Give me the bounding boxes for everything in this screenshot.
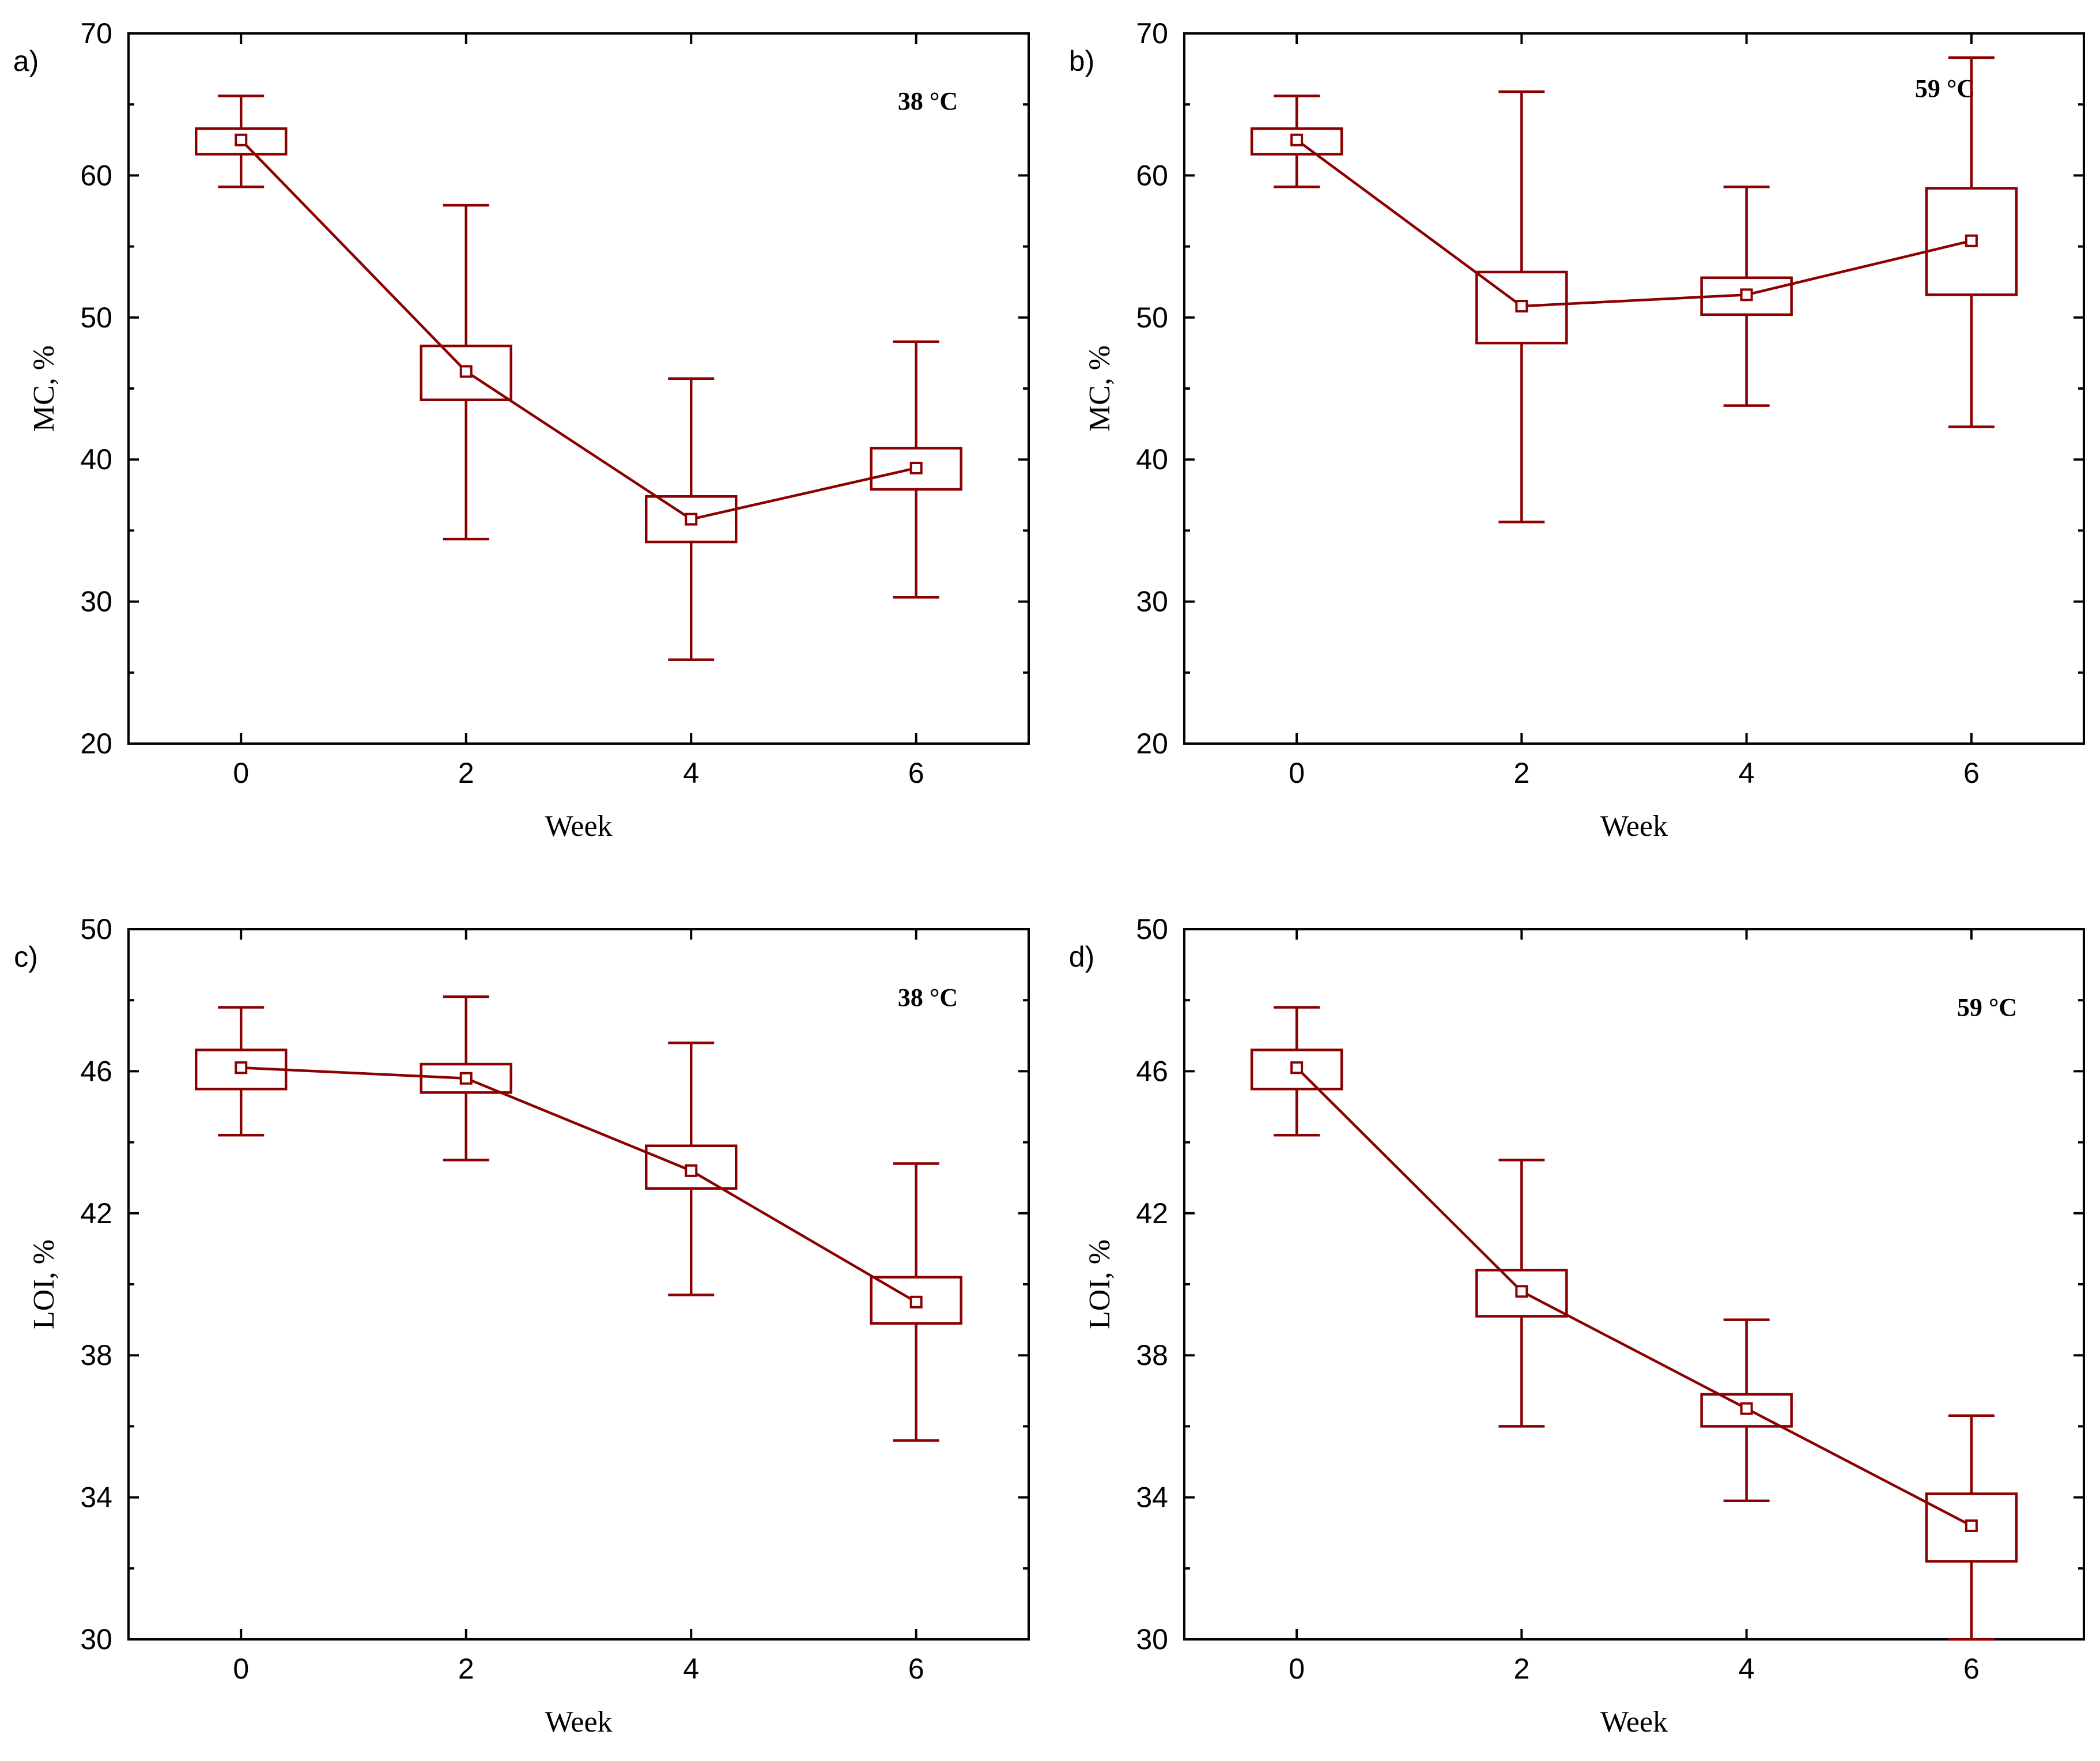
y-tick-label: 50 xyxy=(1136,301,1168,334)
y-tick-label: 34 xyxy=(80,1481,112,1514)
x-tick-label: 0 xyxy=(1289,1653,1305,1685)
mean-point xyxy=(235,1061,248,1074)
x-tick-label: 4 xyxy=(683,1653,699,1685)
y-axis-title: MC, % xyxy=(1083,345,1116,432)
y-tick-label: 30 xyxy=(80,1623,112,1656)
y-tick-label: 50 xyxy=(1136,913,1168,945)
mean-point xyxy=(1740,288,1753,301)
x-tick-label: 2 xyxy=(1513,757,1529,789)
y-tick-label: 50 xyxy=(80,913,112,945)
box xyxy=(645,1144,738,1190)
y-tick-label: 20 xyxy=(80,727,112,760)
temperature-annotation: 59 °C xyxy=(1957,993,2017,1021)
y-tick-label: 34 xyxy=(1136,1481,1168,1514)
x-axis-title: Week xyxy=(1600,1706,1668,1739)
mean-point xyxy=(909,461,923,474)
temperature-annotation: 38 °C xyxy=(898,87,958,115)
box-whisker-week-0 xyxy=(1250,95,1343,188)
x-tick-label: 4 xyxy=(683,757,699,789)
mean-line xyxy=(1295,138,1972,308)
mean-line xyxy=(1295,1066,1972,1527)
x-axis-title: Week xyxy=(545,1706,612,1739)
x-tick-label: 6 xyxy=(908,1653,924,1685)
chart-panel-2: 20 30 40 50 60 70 0 2 4 6 Week MC, % b) 59 °C xyxy=(1069,17,2085,843)
temperature-annotation: 38 °C xyxy=(898,983,958,1012)
y-tick-label: 60 xyxy=(1136,159,1168,191)
mean-point xyxy=(459,365,473,378)
box-whisker-week-0 xyxy=(195,95,288,188)
x-tick-label: 6 xyxy=(908,757,924,789)
mean-line xyxy=(241,1066,917,1303)
mean-point xyxy=(459,1072,473,1085)
x-tick-label: 0 xyxy=(233,1653,249,1685)
mean-point xyxy=(909,1295,923,1309)
x-tick-label: 2 xyxy=(458,757,474,789)
y-tick-label: 70 xyxy=(80,17,112,50)
panel-label: a) xyxy=(13,45,39,77)
y-tick-label: 30 xyxy=(80,586,112,618)
mean-point xyxy=(685,1164,698,1177)
mean-point xyxy=(1740,1402,1753,1415)
y-tick-label: 70 xyxy=(1136,17,1168,50)
mean-point xyxy=(1290,133,1304,146)
y-tick-label: 42 xyxy=(1136,1197,1168,1230)
x-tick-label: 2 xyxy=(1513,1653,1529,1685)
mean-point xyxy=(1290,1061,1304,1074)
y-tick-label: 42 xyxy=(80,1197,112,1230)
x-axis-title: Week xyxy=(545,810,612,843)
x-tick-label: 0 xyxy=(233,757,249,789)
x-tick-label: 4 xyxy=(1739,757,1755,789)
panel-label: b) xyxy=(1069,45,1094,77)
x-axis-title: Week xyxy=(1600,810,1668,843)
x-tick-label: 6 xyxy=(1963,1653,1980,1685)
y-axis-title: LOI, % xyxy=(1083,1239,1116,1329)
mean-point xyxy=(1965,1519,1978,1532)
y-tick-label: 40 xyxy=(1136,443,1168,476)
box xyxy=(870,447,962,491)
y-tick-label: 40 xyxy=(80,443,112,476)
y-axis-title: MC, % xyxy=(28,345,61,432)
x-tick-label: 2 xyxy=(458,1653,474,1685)
mean-line xyxy=(240,139,917,521)
y-axis-title: LOI, % xyxy=(28,1239,61,1329)
y-tick-label: 38 xyxy=(80,1339,112,1371)
panel-label: c) xyxy=(14,941,38,973)
y-tick-label: 60 xyxy=(80,159,112,191)
mean-point xyxy=(1515,300,1528,313)
mean-point xyxy=(685,512,698,526)
panel-label: d) xyxy=(1069,941,1094,973)
x-tick-label: 4 xyxy=(1739,1653,1755,1685)
y-tick-label: 46 xyxy=(80,1055,112,1087)
y-tick-label: 30 xyxy=(1136,586,1168,618)
mean-point xyxy=(1515,1285,1528,1298)
y-tick-label: 38 xyxy=(1136,1339,1168,1371)
x-tick-label: 0 xyxy=(1289,757,1305,789)
chart-panel-1: 20 30 40 50 60 70 0 2 4 6 Week MC, % a) 38 °C xyxy=(13,17,1030,843)
y-tick-label: 20 xyxy=(1136,727,1168,760)
y-tick-label: 50 xyxy=(80,301,112,334)
temperature-annotation: 59 °C xyxy=(1915,74,1975,103)
x-tick-label: 6 xyxy=(1963,757,1980,789)
mean-point xyxy=(1965,234,1978,247)
mean-point xyxy=(235,133,248,146)
y-tick-label: 30 xyxy=(1136,1623,1168,1656)
y-tick-label: 46 xyxy=(1136,1055,1168,1087)
box-whisker-week-4 xyxy=(645,1041,738,1296)
